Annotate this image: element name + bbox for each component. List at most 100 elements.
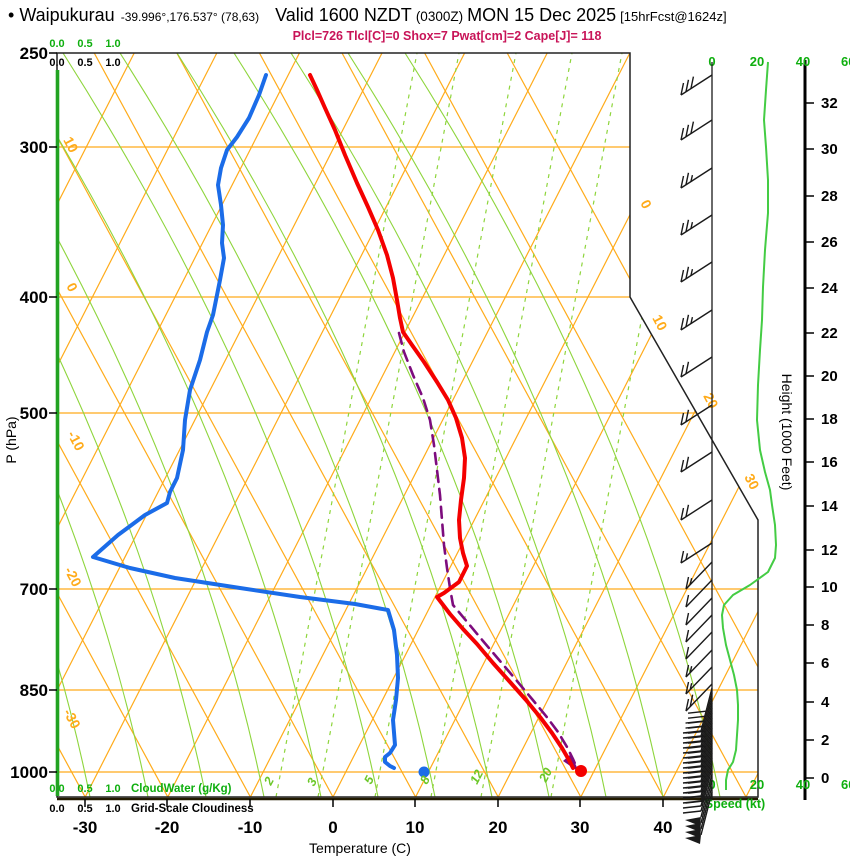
moist-adiabat-line <box>176 53 493 797</box>
wind-barb <box>700 707 713 752</box>
wind-barb <box>680 542 713 564</box>
cloudwater-axis-label: CloudWater (g/Kg) <box>131 783 232 795</box>
wind-barb <box>680 222 685 236</box>
wind-barb <box>680 119 713 141</box>
height-tick-label: 2 <box>821 732 829 749</box>
chart-title: • Waipukurau -39.996°,176.537° (78,63) V… <box>8 5 846 26</box>
cloudiness-scale-tick: 0.5 <box>77 803 92 815</box>
dry-adiabat-line <box>57 53 334 797</box>
surface-dewpoint-dot <box>418 766 430 778</box>
wind-barb <box>680 412 685 426</box>
isotherm-line <box>57 53 383 797</box>
surface-temperature-dot <box>575 765 587 777</box>
speed-tick-label: 20 <box>750 777 764 792</box>
wind-barb <box>680 214 713 236</box>
wind-barb <box>700 752 713 797</box>
moist-adiabat-line <box>119 53 436 797</box>
wind-barb <box>680 82 685 96</box>
cloudwater-scale-tick: 1.0 <box>105 38 120 50</box>
wind-barb <box>687 775 707 779</box>
wind-barb <box>687 710 707 714</box>
wind-barb <box>687 750 707 754</box>
moist-adiabat-line <box>290 53 607 797</box>
wind-barb <box>687 735 707 739</box>
wind-barb <box>687 745 707 749</box>
wind-barb <box>685 456 690 469</box>
temperature-tick-label: 40 <box>654 818 673 837</box>
isotherm-line <box>662 53 758 797</box>
height-tick-label: 24 <box>821 280 838 297</box>
moist-adiabat-line <box>57 53 91 797</box>
wind-barb <box>685 576 690 590</box>
speed-tick-label: 40 <box>796 777 810 792</box>
wind-barb <box>685 314 690 327</box>
wind-barb <box>685 79 690 92</box>
speed-tick-label: 40 <box>796 54 810 69</box>
cloudiness-scale-tick: 0.5 <box>77 57 92 69</box>
wind-barb <box>700 697 713 742</box>
height-tick-label: 8 <box>821 617 829 634</box>
wind-barb <box>687 785 707 789</box>
wind-barb <box>700 712 713 757</box>
wind-barb <box>700 762 713 807</box>
height-tick-label: 22 <box>821 325 838 342</box>
wind-barb <box>700 791 713 836</box>
height-tick-label: 10 <box>821 579 838 596</box>
dry-adiabat-line <box>176 53 582 797</box>
height-tick-label: 26 <box>821 234 838 251</box>
wind-barb <box>700 702 713 747</box>
wind-flag <box>685 835 701 844</box>
wind-barb <box>700 767 713 812</box>
wind-barb <box>687 765 707 769</box>
isotherm-line <box>57 53 135 797</box>
wind-barb <box>700 722 713 767</box>
wind-barb <box>687 715 707 719</box>
height-tick-label: 32 <box>821 95 838 112</box>
pressure-tick-label: 700 <box>20 580 48 599</box>
height-tick-label: 30 <box>821 141 838 158</box>
wind-barb <box>700 779 713 824</box>
wind-barb <box>685 629 690 643</box>
wind-barb <box>680 550 685 564</box>
dry-adiabat-line <box>258 53 664 797</box>
height-tick-label: 6 <box>821 655 829 672</box>
height-tick-label: 4 <box>821 694 830 711</box>
height-tick-label: 0 <box>821 770 829 787</box>
dry-adiabat-line <box>341 53 747 797</box>
mixing-ratio-line <box>275 53 418 797</box>
wind-barb <box>685 361 690 374</box>
wind-barb <box>680 175 685 189</box>
wind-barb <box>687 725 707 729</box>
wind-barb <box>680 317 685 331</box>
moist-adiabat-line <box>404 53 721 797</box>
wind-barb <box>685 612 690 626</box>
wind-barb <box>700 747 713 792</box>
wind-barb <box>682 810 702 814</box>
temperature-tick-label: -10 <box>238 818 263 837</box>
pressure-tick-label: 250 <box>20 44 48 63</box>
dry-adiabat-line <box>93 53 499 797</box>
isotherm-label: 30 <box>741 471 763 492</box>
sounding-curves <box>91 73 579 772</box>
temperature-tick-label: 10 <box>406 818 425 837</box>
wind-barb <box>685 172 690 185</box>
wind-barb <box>685 409 690 422</box>
wind-barb <box>689 683 693 690</box>
wind-barb <box>685 124 690 137</box>
station-bullet: • <box>8 5 15 25</box>
station-name: Waipukurau <box>19 5 115 25</box>
mixing-ratio-line <box>480 53 623 797</box>
wind-barb <box>700 717 713 762</box>
mixing-ratio-line <box>430 53 573 797</box>
grid-lines <box>57 53 758 797</box>
wind-barb <box>700 742 713 787</box>
pressure-tick-label: 850 <box>20 681 48 700</box>
wind-barb <box>687 730 707 734</box>
mixing-ratio-label: 2 <box>261 775 277 789</box>
cloudiness-scale-tick: 1.0 <box>105 57 120 69</box>
station-coords: -39.996°,176.537° (78,63) <box>120 10 260 24</box>
wind-barb <box>680 451 713 473</box>
dry-adiabat-label: -30 <box>60 706 84 732</box>
moist-adiabat-line <box>57 53 322 797</box>
valid-date: MON 15 Dec 2025 <box>467 5 617 25</box>
